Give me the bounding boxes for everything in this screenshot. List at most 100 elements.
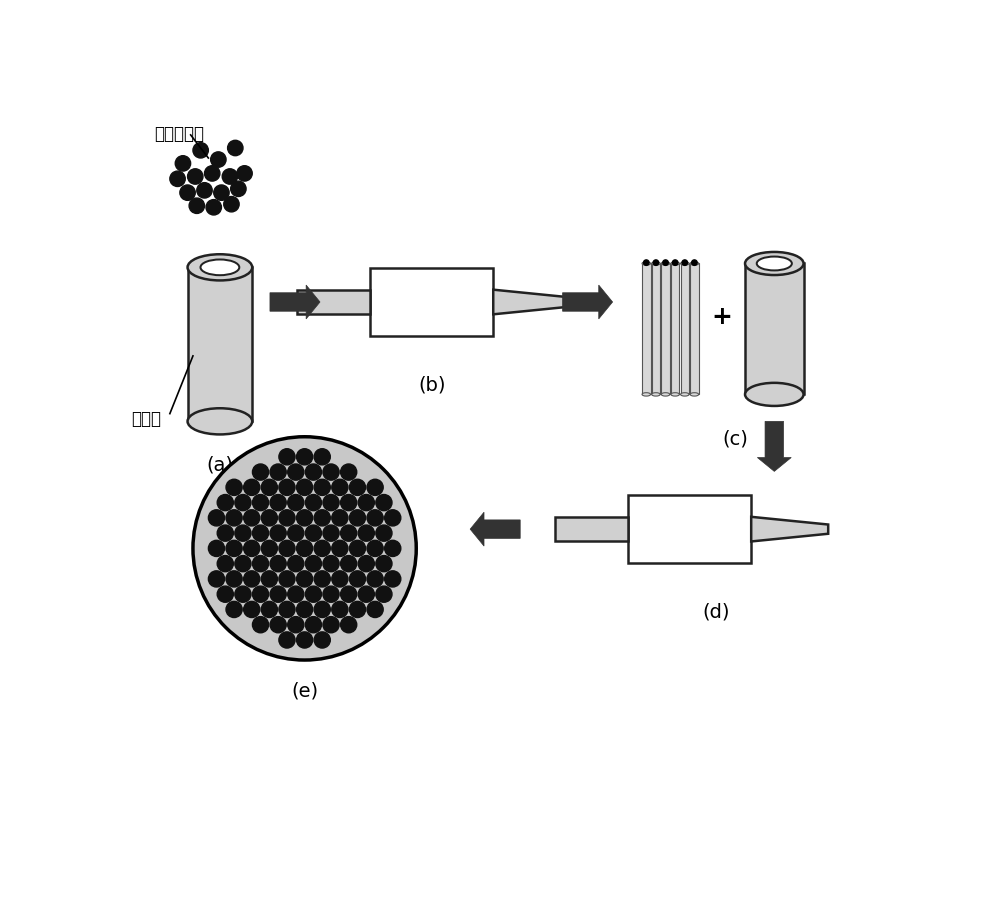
Circle shape [231, 181, 246, 197]
Circle shape [323, 586, 339, 602]
Circle shape [261, 510, 277, 526]
Circle shape [208, 540, 225, 556]
Ellipse shape [690, 392, 699, 396]
Circle shape [193, 142, 208, 158]
Circle shape [226, 540, 242, 556]
Bar [628, 496, 751, 563]
Circle shape [323, 555, 339, 572]
Circle shape [252, 617, 269, 632]
Circle shape [226, 571, 242, 587]
Circle shape [244, 510, 260, 526]
Circle shape [279, 479, 295, 496]
Circle shape [367, 602, 383, 618]
Circle shape [305, 495, 321, 511]
Circle shape [244, 479, 260, 496]
Circle shape [208, 571, 225, 587]
Circle shape [217, 495, 233, 511]
Circle shape [189, 198, 205, 214]
Ellipse shape [652, 392, 660, 396]
Circle shape [663, 260, 668, 265]
Circle shape [235, 586, 251, 602]
Circle shape [288, 555, 304, 572]
Circle shape [305, 525, 321, 541]
Bar [745, 264, 804, 394]
Circle shape [341, 495, 357, 511]
Circle shape [226, 479, 242, 496]
Circle shape [385, 540, 401, 556]
Circle shape [358, 586, 374, 602]
Circle shape [244, 540, 260, 556]
Ellipse shape [745, 252, 804, 275]
Bar [681, 264, 689, 394]
Circle shape [349, 571, 366, 587]
Circle shape [252, 525, 269, 541]
Text: (a): (a) [206, 456, 233, 475]
Ellipse shape [642, 262, 651, 265]
Bar [690, 264, 699, 394]
Polygon shape [470, 512, 520, 546]
Circle shape [682, 260, 688, 265]
Circle shape [217, 525, 233, 541]
Circle shape [323, 617, 339, 632]
Circle shape [288, 495, 304, 511]
Bar [642, 264, 651, 394]
Polygon shape [493, 290, 570, 314]
Circle shape [279, 571, 295, 587]
Circle shape [228, 140, 243, 156]
Text: (e): (e) [291, 681, 318, 700]
Bar [297, 290, 370, 314]
Bar [661, 264, 670, 394]
Circle shape [367, 540, 383, 556]
Bar [188, 267, 252, 421]
Circle shape [349, 602, 366, 618]
Circle shape [244, 602, 260, 618]
Circle shape [297, 602, 313, 618]
Circle shape [341, 464, 357, 480]
Text: (d): (d) [703, 602, 730, 622]
Circle shape [217, 586, 233, 602]
Circle shape [332, 479, 348, 496]
Ellipse shape [642, 392, 651, 396]
Circle shape [288, 525, 304, 541]
Circle shape [235, 525, 251, 541]
Circle shape [279, 448, 295, 465]
Circle shape [170, 171, 185, 187]
Circle shape [261, 571, 277, 587]
Circle shape [305, 555, 321, 572]
Circle shape [226, 510, 242, 526]
Circle shape [385, 571, 401, 587]
Circle shape [314, 510, 330, 526]
Circle shape [261, 540, 277, 556]
Circle shape [349, 540, 366, 556]
Ellipse shape [757, 256, 792, 270]
Circle shape [270, 495, 286, 511]
Ellipse shape [681, 392, 689, 396]
Circle shape [279, 540, 295, 556]
Circle shape [252, 586, 269, 602]
Bar [652, 264, 660, 394]
Circle shape [297, 540, 313, 556]
Circle shape [270, 525, 286, 541]
Circle shape [376, 525, 392, 541]
Circle shape [180, 185, 195, 200]
Circle shape [235, 495, 251, 511]
Circle shape [367, 571, 383, 587]
Circle shape [358, 525, 374, 541]
Circle shape [358, 495, 374, 511]
Circle shape [358, 555, 374, 572]
Circle shape [385, 510, 401, 526]
Circle shape [305, 586, 321, 602]
Circle shape [305, 464, 321, 480]
Ellipse shape [200, 259, 239, 275]
Circle shape [297, 510, 313, 526]
Circle shape [270, 617, 286, 632]
Ellipse shape [652, 262, 660, 265]
Circle shape [692, 260, 697, 265]
Circle shape [270, 555, 286, 572]
Circle shape [270, 464, 286, 480]
Circle shape [653, 260, 659, 265]
Circle shape [279, 631, 295, 648]
Circle shape [297, 571, 313, 587]
Circle shape [314, 448, 330, 465]
Circle shape [341, 586, 357, 602]
